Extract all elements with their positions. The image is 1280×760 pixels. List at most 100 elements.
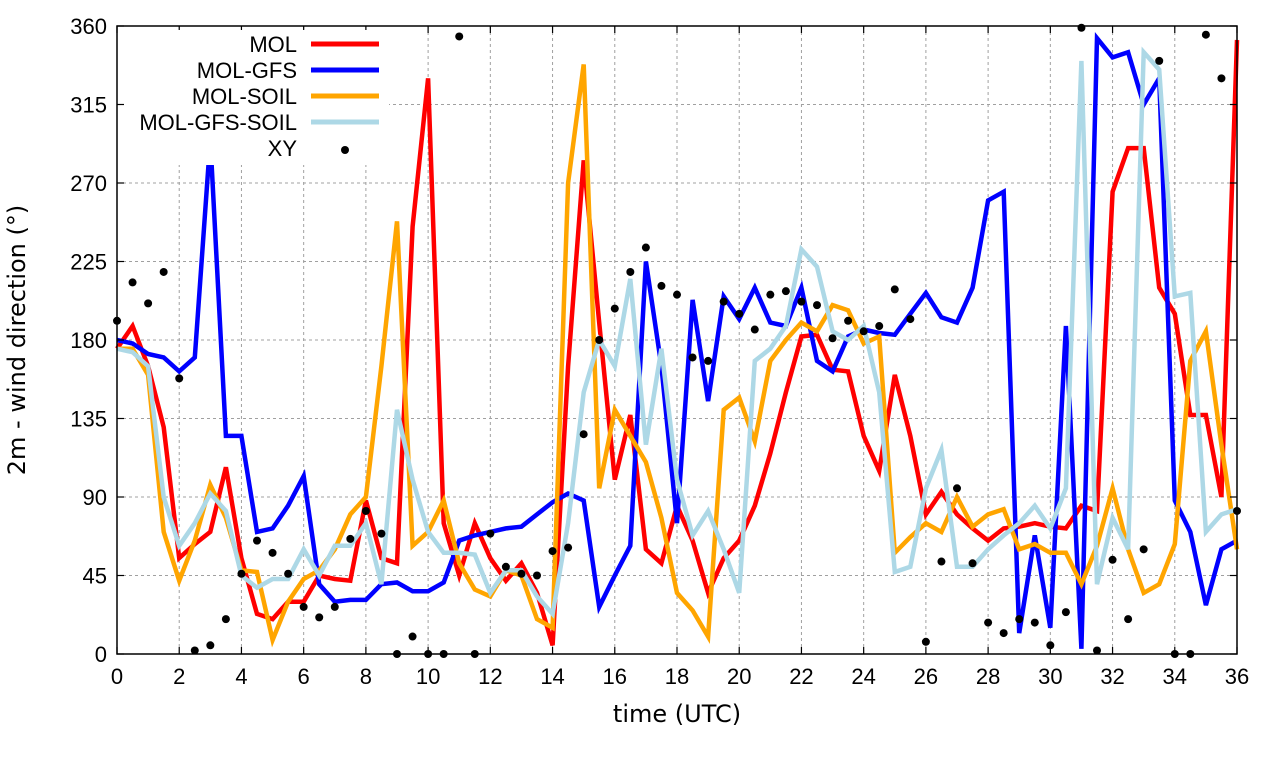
- x-tick-label: 24: [851, 664, 875, 689]
- xy-point: [190, 646, 199, 655]
- xy-point: [175, 374, 184, 383]
- xy-point: [330, 602, 339, 611]
- xy-point: [1046, 641, 1055, 650]
- xy-point: [579, 430, 588, 439]
- xy-point: [719, 297, 728, 306]
- xy-point: [1155, 56, 1164, 65]
- xy-point: [657, 281, 666, 290]
- xy-point: [875, 322, 884, 331]
- xy-point: [1124, 615, 1133, 624]
- x-tick-label: 28: [976, 664, 1000, 689]
- xy-point: [1077, 23, 1086, 32]
- xy-point: [517, 569, 526, 578]
- xy-point: [486, 529, 495, 538]
- x-tick-label: 2: [173, 664, 185, 689]
- xy-point: [221, 615, 230, 624]
- xy-point: [253, 536, 261, 545]
- legend-label: MOL-GFS: [197, 58, 297, 83]
- xy-point: [533, 571, 541, 580]
- x-tick-label: 18: [665, 664, 689, 689]
- xy-point: [595, 336, 604, 344]
- xy-point: [501, 562, 510, 571]
- legend-swatch: [341, 146, 349, 154]
- y-tick-label: 90: [83, 485, 107, 510]
- series-layer: [115, 32, 1240, 649]
- xy-point: [1139, 545, 1148, 554]
- xy-point: [641, 243, 650, 252]
- x-tick-label: 4: [235, 664, 247, 689]
- xy-point: [921, 637, 930, 646]
- xy-point: [1015, 615, 1024, 624]
- y-tick-label: 45: [83, 564, 107, 589]
- xy-point: [1061, 608, 1070, 617]
- legend-label: MOL-SOIL: [192, 84, 297, 109]
- xy-point: [268, 548, 277, 557]
- y-tick-label: 315: [70, 93, 107, 118]
- x-tick-label: 20: [727, 664, 751, 689]
- xy-point: [206, 641, 215, 650]
- series-line-mol-soil: [117, 64, 1240, 648]
- xy-point: [953, 484, 961, 493]
- xy-point: [564, 543, 573, 552]
- y-tick-labels: 0 45 90 135 180 225 270 315 360: [70, 14, 107, 667]
- xy-point: [688, 353, 697, 362]
- x-tick-label: 26: [914, 664, 938, 689]
- xy-point: [937, 557, 946, 566]
- xy-point: [237, 569, 246, 578]
- x-tick-label: 6: [298, 664, 310, 689]
- axis-ticks: [116, 25, 1238, 655]
- x-tick-label: 36: [1225, 664, 1249, 689]
- y-tick-label: 180: [70, 328, 107, 353]
- series-line-mol-gfs-soil: [116, 46, 1238, 619]
- xy-point: [828, 334, 837, 343]
- xy-point: [1201, 30, 1210, 39]
- x-tick-label: 12: [478, 664, 502, 689]
- y-tick-label: 225: [70, 250, 107, 275]
- x-tick-label: 30: [1038, 664, 1062, 689]
- xy-point: [781, 287, 790, 296]
- xy-point: [890, 285, 899, 294]
- legend-label: MOL: [249, 32, 297, 57]
- xy-point: [797, 297, 806, 306]
- legend-label: XY: [268, 136, 298, 161]
- xy-point: [299, 602, 308, 611]
- x-tick-label: 16: [603, 664, 627, 689]
- xy-point: [999, 629, 1008, 638]
- xy-point: [1030, 618, 1039, 627]
- x-tick-label: 14: [540, 664, 564, 689]
- xy-point: [315, 613, 324, 622]
- xy-point: [844, 316, 853, 325]
- x-tick-label: 0: [111, 664, 123, 689]
- xy-point: [984, 618, 993, 627]
- xy-point: [626, 267, 635, 276]
- xy-point: [284, 569, 293, 578]
- xy-point: [704, 356, 713, 365]
- xy-point: [377, 529, 386, 538]
- xy-point: [968, 559, 977, 568]
- xy-point: [735, 309, 744, 318]
- xy-point: [159, 267, 168, 276]
- xy-point: [455, 32, 464, 41]
- xy-point: [1217, 74, 1226, 83]
- xy-point: [610, 304, 619, 313]
- xy-point: [128, 278, 137, 287]
- xy-point: [346, 534, 355, 543]
- x-tick-label: 22: [789, 664, 813, 689]
- y-axis-label: 2m - wind direction (°): [3, 205, 31, 475]
- xy-point: [673, 290, 681, 299]
- x-tick-label: 8: [360, 664, 372, 689]
- xy-point: [750, 325, 759, 334]
- xy-point: [1108, 555, 1117, 564]
- xy-point: [906, 315, 915, 324]
- xy-point: [1093, 646, 1101, 655]
- xy-point: [144, 299, 153, 308]
- x-tick-label: 32: [1100, 664, 1124, 689]
- y-tick-label: 270: [70, 171, 107, 196]
- x-tick-label: 10: [416, 664, 440, 689]
- xy-point: [813, 301, 821, 310]
- y-tick-label: 360: [70, 14, 107, 39]
- y-tick-label: 0: [95, 642, 107, 667]
- xy-point: [766, 290, 775, 299]
